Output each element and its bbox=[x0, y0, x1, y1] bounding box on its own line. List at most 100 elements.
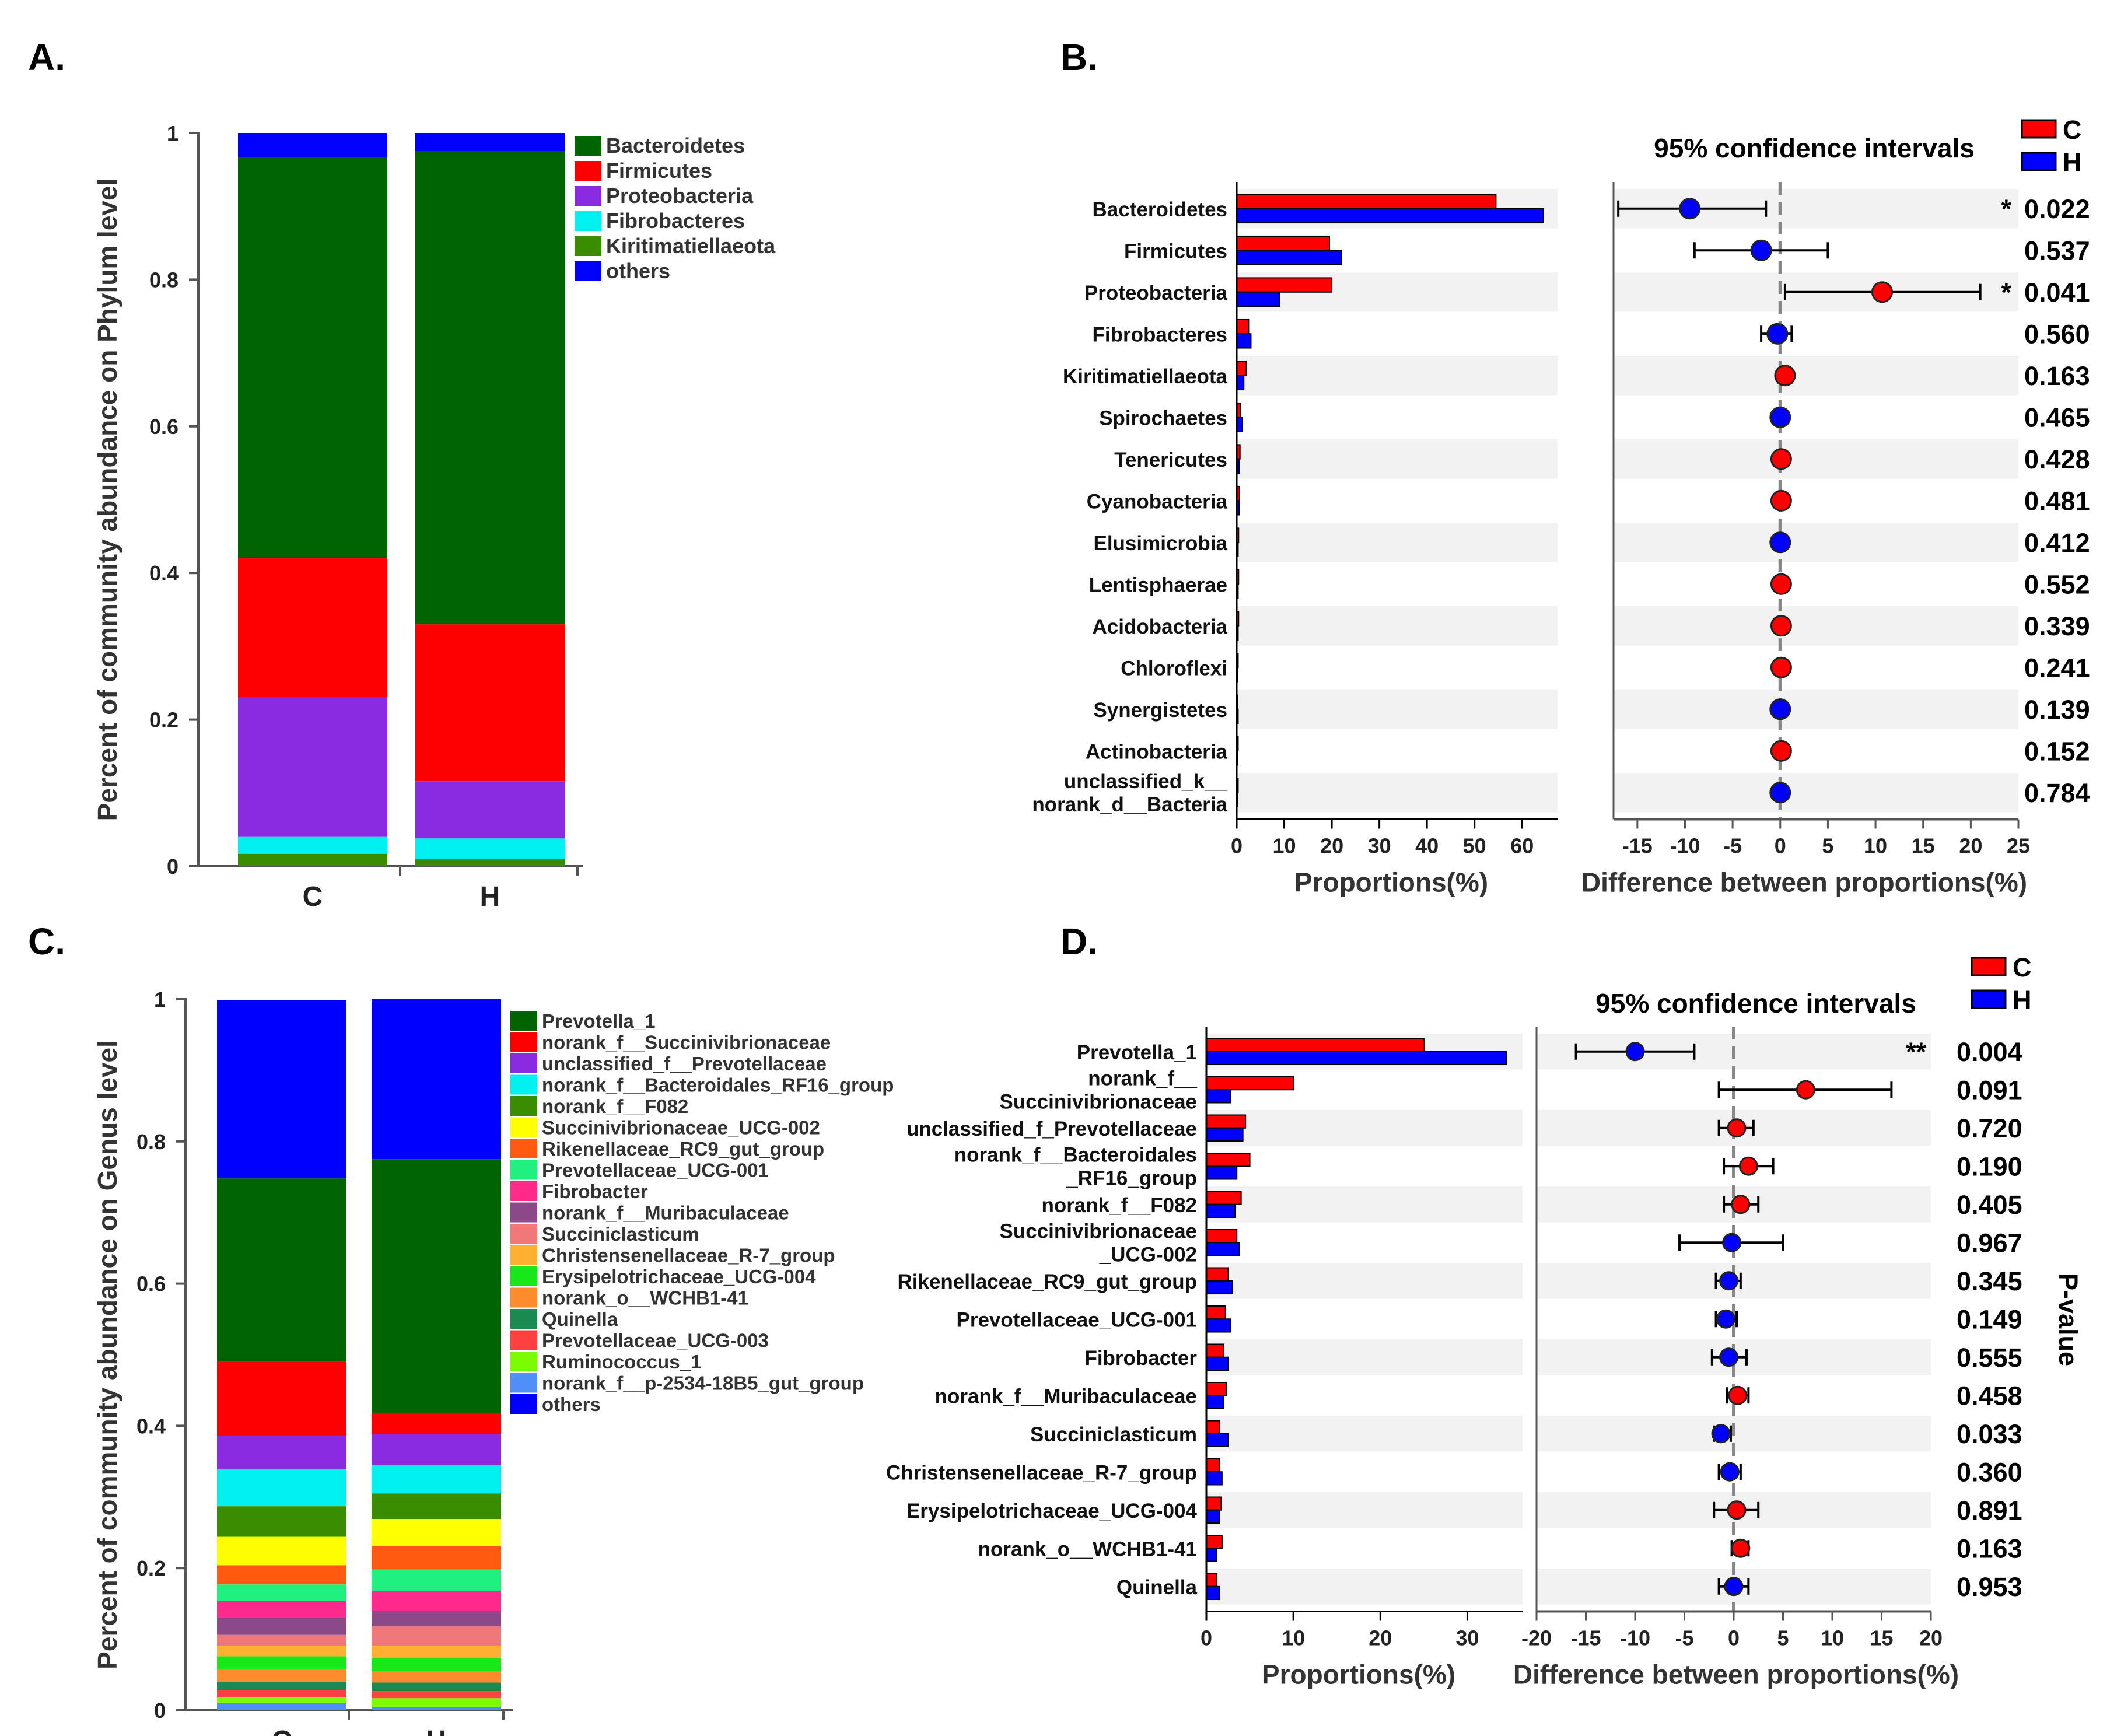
p-value: 0.339 bbox=[2024, 611, 2090, 641]
legend-label-rikenellaceae-rc9-gut-group: Rikenellaceae_RC9_gut_group bbox=[542, 1138, 824, 1160]
difference-point-firmicutes bbox=[1750, 239, 1772, 261]
bar-c-fibrobacter bbox=[1206, 1343, 1224, 1358]
difference-point-actinobacteria bbox=[1770, 740, 1792, 762]
bar-segment-c-norank-f-succinivibrionaceae bbox=[217, 1362, 346, 1436]
legend-swatch-norank-f-f082 bbox=[510, 1096, 537, 1116]
row-stripe-left bbox=[1206, 1186, 1522, 1223]
right-x-tick-label: 5 bbox=[1822, 834, 1833, 858]
p-value: 0.033 bbox=[1957, 1419, 2022, 1449]
legend-label-firmicutes: Firmicutes bbox=[606, 159, 712, 183]
bar-segment-h-bacteroidetes bbox=[415, 151, 565, 625]
legend-label-others: others bbox=[542, 1394, 601, 1415]
right-x-tick-label: 15 bbox=[1912, 834, 1935, 858]
category-label: unclassified_f_Prevotellaceae bbox=[907, 1118, 1197, 1140]
p-value: 0.428 bbox=[2024, 444, 2090, 474]
category-label: Actinobacteria bbox=[1086, 740, 1228, 763]
y-tick-label: 1 bbox=[167, 121, 178, 145]
legend-label-prevotella-1: Prevotella_1 bbox=[542, 1010, 655, 1032]
difference-point-succiniclasticum bbox=[1711, 1424, 1731, 1444]
bar-segment-c-ruminococcus-1 bbox=[217, 1698, 346, 1703]
bar-segment-h-norank-f-succinivibrionaceae bbox=[372, 1413, 501, 1435]
legend-label-norank-f-muribaculaceae: norank_f__Muribaculaceae bbox=[542, 1202, 789, 1224]
p-value: 0.458 bbox=[1957, 1381, 2022, 1410]
bar-segment-h-proteobacteria bbox=[415, 781, 565, 839]
row-stripe-left bbox=[1206, 1339, 1522, 1376]
difference-point-norank-o-wchb1-41 bbox=[1731, 1538, 1751, 1558]
category-label: Fibrobacter bbox=[1084, 1347, 1197, 1370]
category-label: Elusimicrobia bbox=[1093, 532, 1227, 555]
category-label: Lentisphaerae bbox=[1089, 573, 1227, 596]
legend-swatch-succiniclasticum bbox=[510, 1224, 537, 1244]
left-x-tick-label: 20 bbox=[1368, 1626, 1392, 1650]
bar-segment-c-quinella bbox=[217, 1682, 346, 1690]
bar-segment-h-rikenellaceae-rc9-gut-group bbox=[372, 1546, 501, 1570]
legend-swatch-others bbox=[510, 1394, 537, 1414]
legend-swatch-christensenellaceae-r-7-group bbox=[510, 1245, 537, 1265]
y-axis-title: Percent of community abundance on Phylum… bbox=[92, 178, 123, 821]
difference-point-prevotella-1 bbox=[1625, 1042, 1645, 1062]
right-x-tick-label: -5 bbox=[1675, 1626, 1693, 1650]
legend-label-h: H bbox=[2013, 985, 2032, 1015]
bar-c-proteobacteria bbox=[1236, 277, 1333, 293]
legend-swatch-prevotellaceae-ucg-001 bbox=[510, 1160, 537, 1180]
right-x-tick-label: 20 bbox=[1959, 834, 1982, 858]
left-x-tick-label: 0 bbox=[1200, 1626, 1212, 1650]
bar-c-prevotella-1 bbox=[1206, 1038, 1424, 1052]
legend-swatch-h bbox=[1971, 989, 2007, 1009]
legend-label-c: C bbox=[2013, 953, 2032, 982]
x-tick-label: C bbox=[303, 881, 323, 912]
bar-segment-h-norank-o-wchb1-41 bbox=[372, 1671, 501, 1683]
bar-h-norank-f-f082 bbox=[1206, 1203, 1236, 1219]
right-x-axis-title: Difference between proportions(%) bbox=[1513, 1660, 1959, 1690]
bar-segment-c-kiritimatiellaeota bbox=[238, 853, 387, 866]
bar-c-firmicutes bbox=[1236, 235, 1330, 251]
right-x-tick-label: 10 bbox=[1821, 1626, 1844, 1650]
bar-segment-c-norank-f-muribaculaceae bbox=[217, 1617, 346, 1635]
p-value: 0.784 bbox=[2024, 778, 2090, 808]
difference-point-unclassified-f-prevotellaceae bbox=[1727, 1118, 1746, 1138]
bar-h-fibrobacter bbox=[1206, 1356, 1229, 1371]
bar-c-norank-o-wchb1-41 bbox=[1206, 1534, 1223, 1549]
bar-h-norank-f-succinivibrionaceae bbox=[1206, 1089, 1231, 1104]
chart-title: 95% confidence intervals bbox=[1654, 133, 1975, 163]
bar-segment-c-rikenellaceae-rc9-gut-group bbox=[217, 1565, 346, 1585]
bar-h-firmicutes bbox=[1236, 250, 1342, 265]
p-value: 0.345 bbox=[1957, 1266, 2022, 1296]
legend-label-norank-f-p-2534-18b5-gut-group: norank_f__p-2534-18B5_gut_group bbox=[542, 1373, 864, 1394]
p-value: 0.552 bbox=[2024, 569, 2090, 599]
phylum-stacked-bar-chart: 0 0.2 0.4 0.6 0.8 1 C H Percent of community abu… bbox=[92, 121, 776, 912]
difference-point-norank-f-f082 bbox=[1731, 1195, 1751, 1214]
bar-segment-h-firmicutes bbox=[415, 624, 565, 782]
bar-segment-h-prevotella-1 bbox=[372, 1159, 501, 1413]
bar-c-rikenellaceae-rc9-gut-group bbox=[1206, 1267, 1229, 1282]
category-label: Tenericutes bbox=[1114, 449, 1227, 471]
left-x-tick-label: 10 bbox=[1282, 1626, 1305, 1650]
left-x-tick-label: 60 bbox=[1510, 834, 1534, 858]
p-value: 0.022 bbox=[2024, 194, 2090, 224]
bar-h-quinella bbox=[1206, 1586, 1220, 1601]
p-value: 0.163 bbox=[1957, 1534, 2022, 1563]
difference-point-succinivibrionaceae-ucg-002 bbox=[1722, 1233, 1742, 1252]
bar-c-prevotellaceae-ucg-001 bbox=[1206, 1305, 1226, 1320]
legend-label-norank-f-f082: norank_f__F082 bbox=[542, 1096, 688, 1117]
p-value: 0.041 bbox=[2024, 278, 2090, 307]
bar-segment-c-bacteroidetes bbox=[238, 158, 387, 559]
difference-point-chloroflexi bbox=[1770, 656, 1792, 678]
category-label: Rikenellaceae_RC9_gut_group bbox=[897, 1270, 1197, 1293]
significance-marker: * bbox=[2001, 194, 2011, 224]
bar-segment-h-norank-f-muribaculaceae bbox=[372, 1611, 501, 1627]
difference-point-erysipelotrichaceae-ucg-004 bbox=[1727, 1500, 1746, 1520]
legend-swatch-c bbox=[1971, 957, 2007, 977]
right-x-tick-label: -15 bbox=[1622, 834, 1653, 858]
bar-c-bacteroidetes bbox=[1236, 194, 1497, 209]
bar-segment-c-others bbox=[217, 1000, 346, 1179]
legend-swatch-firmicutes bbox=[575, 161, 601, 181]
right-x-tick-label: -10 bbox=[1670, 834, 1700, 858]
category-label: Bacteroidetes bbox=[1093, 198, 1227, 221]
panel-label-a: A. bbox=[28, 36, 65, 78]
bar-segment-c-prevotellaceae-ucg-001 bbox=[217, 1584, 346, 1601]
bar-segment-h-succiniclasticum bbox=[372, 1626, 501, 1646]
legend-label-quinella: Quinella bbox=[542, 1308, 618, 1330]
legend-swatch-fibrobacter bbox=[510, 1181, 537, 1201]
p-value: 0.967 bbox=[1957, 1228, 2022, 1258]
